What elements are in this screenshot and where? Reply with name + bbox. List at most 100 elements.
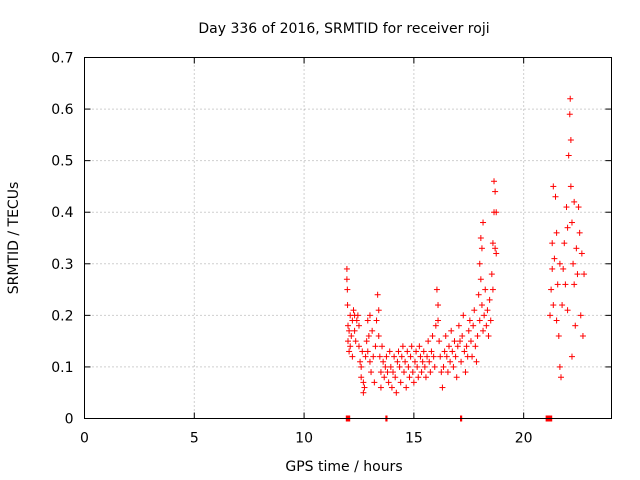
data-point (550, 183, 557, 190)
x-tick-label: 20 (515, 431, 533, 447)
data-point (391, 353, 398, 360)
data-point (415, 374, 422, 381)
data-point (562, 281, 569, 288)
data-point (381, 374, 388, 381)
data-point (368, 369, 375, 376)
data-point (453, 374, 460, 381)
data-point (478, 302, 485, 309)
data-point (480, 219, 487, 226)
data-point (384, 369, 391, 376)
data-point (364, 348, 371, 355)
data-point (365, 332, 372, 339)
data-point (377, 369, 384, 376)
data-point (489, 286, 496, 293)
data-point (435, 302, 442, 309)
data-point (492, 245, 499, 252)
data-point (405, 363, 412, 370)
x-tick-label: 0 (80, 431, 89, 447)
data-point (421, 363, 428, 370)
data-point (432, 322, 439, 329)
data-point (385, 379, 392, 386)
data-point (441, 348, 448, 355)
data-point (397, 379, 404, 386)
data-point (557, 374, 564, 381)
data-point (357, 358, 364, 365)
data-point (467, 338, 474, 345)
data-point (355, 343, 362, 350)
data-point (400, 369, 407, 376)
data-point (454, 343, 461, 350)
data-point (362, 353, 369, 360)
data-point (359, 348, 366, 355)
data-point (471, 307, 478, 314)
data-point (553, 317, 560, 324)
data-point (430, 353, 437, 360)
y-tick-label: 0.1 (51, 360, 73, 376)
data-point (343, 265, 350, 272)
data-point (352, 338, 359, 345)
data-point (460, 312, 467, 319)
data-point (343, 276, 350, 283)
data-point (568, 219, 575, 226)
data-point (350, 307, 357, 314)
data-point (474, 332, 481, 339)
data-point (564, 224, 571, 231)
data-point (447, 358, 454, 365)
data-point (571, 198, 578, 205)
chart-title: Day 336 of 2016, SRMTID for receiver roj… (198, 21, 489, 37)
data-point (436, 338, 443, 345)
data-point (347, 343, 354, 350)
data-point (449, 348, 456, 355)
data-point (461, 348, 468, 355)
data-point (431, 363, 438, 370)
data-point (344, 302, 351, 309)
data-point (561, 240, 568, 247)
data-point (353, 317, 360, 324)
data-point (450, 363, 457, 370)
data-point (452, 353, 459, 360)
y-tick-label: 0 (65, 412, 74, 428)
data-point (480, 327, 487, 334)
data-point (573, 245, 580, 252)
data-point (575, 204, 582, 211)
data-point (393, 389, 400, 396)
plot-frame (84, 57, 612, 419)
data-point (360, 379, 367, 386)
data-point (440, 363, 447, 370)
data-point (345, 338, 351, 345)
data-point (491, 178, 498, 185)
data-point (438, 369, 445, 376)
data-point (411, 358, 418, 365)
data-point (488, 271, 495, 278)
data-point (424, 353, 431, 360)
data-point (351, 327, 358, 334)
data-point (419, 358, 426, 365)
data-point (416, 343, 423, 350)
axis-ticks: 0 0.1 0.2 0.3 0.4 0.5 0.6 0.7 0 5 10 15 20 (51, 51, 612, 447)
data-point (462, 369, 469, 376)
data-point (354, 312, 361, 319)
data-point (475, 291, 482, 298)
data-point (355, 322, 362, 329)
data-point (448, 327, 455, 334)
data-point (375, 332, 382, 339)
data-point (552, 193, 559, 200)
data-point (549, 265, 556, 272)
data-point (463, 343, 470, 350)
data-point (366, 358, 373, 365)
data-point (408, 343, 415, 350)
data-point (420, 348, 427, 355)
data-point (433, 286, 440, 293)
data-point (388, 384, 395, 391)
data-point (376, 353, 383, 360)
data-point (374, 291, 381, 298)
y-tick-label: 0.2 (51, 308, 73, 324)
data-point (484, 307, 491, 314)
data-point (346, 348, 353, 355)
data-point (435, 317, 442, 324)
data-point (392, 374, 399, 381)
data-point (363, 338, 370, 345)
data-point (366, 312, 373, 319)
data-point (576, 229, 583, 236)
